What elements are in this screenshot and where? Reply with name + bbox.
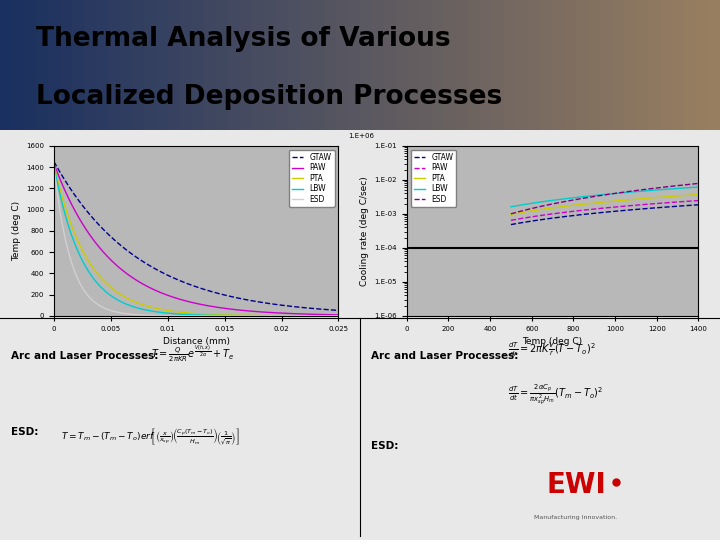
Bar: [576, 0, 588, 130]
Bar: [180, 0, 192, 130]
Text: Localized Deposition Processes: Localized Deposition Processes: [36, 84, 503, 110]
Bar: [564, 0, 576, 130]
Text: $T = T_m - (T_m - T_o)erf\!\left[\left(\frac{x}{x_{sp}}\right)\!\left(\frac{C_p(: $T = T_m - (T_m - T_o)erf\!\left[\left(\…: [61, 427, 240, 447]
Bar: [312, 0, 324, 130]
Bar: [648, 0, 660, 130]
Bar: [264, 0, 276, 130]
Bar: [252, 0, 264, 130]
Y-axis label: Temp (deg C): Temp (deg C): [12, 201, 21, 261]
Bar: [24, 0, 36, 130]
Bar: [0, 0, 12, 130]
Bar: [204, 0, 216, 130]
Text: $T = \frac{\dot{Q}}{2\pi KR}e^{\frac{V(h,x)}{2\alpha}} + T_e$: $T = \frac{\dot{Q}}{2\pi KR}e^{\frac{V(h…: [151, 343, 235, 365]
Bar: [60, 0, 72, 130]
Bar: [444, 0, 456, 130]
Bar: [384, 0, 396, 130]
Text: Arc and Laser Processes:: Arc and Laser Processes:: [11, 351, 158, 361]
Bar: [300, 0, 312, 130]
Text: Thermal Analysis of Various: Thermal Analysis of Various: [36, 26, 451, 52]
Bar: [348, 0, 360, 130]
Bar: [48, 0, 60, 130]
Bar: [660, 0, 672, 130]
Bar: [492, 0, 504, 130]
Bar: [396, 0, 408, 130]
Bar: [552, 0, 564, 130]
Bar: [132, 0, 144, 130]
Legend: GTAW, PAW, PTA, LBW, ESD: GTAW, PAW, PTA, LBW, ESD: [289, 150, 335, 207]
Bar: [624, 0, 636, 130]
Bar: [504, 0, 516, 130]
Text: EWI: EWI: [546, 471, 606, 500]
Bar: [420, 0, 432, 130]
Bar: [672, 0, 684, 130]
Bar: [324, 0, 336, 130]
Bar: [240, 0, 252, 130]
Bar: [456, 0, 468, 130]
Bar: [228, 0, 240, 130]
Bar: [540, 0, 552, 130]
Bar: [684, 0, 696, 130]
Bar: [360, 0, 372, 130]
Bar: [288, 0, 300, 130]
Y-axis label: Cooling rate (deg C/sec): Cooling rate (deg C/sec): [360, 176, 369, 286]
Bar: [156, 0, 168, 130]
Text: $\frac{dT}{dt} = \frac{2\alpha C_p}{\pi x_{sp}^2 H_m}(T_m - T_o)^2$: $\frac{dT}{dt} = \frac{2\alpha C_p}{\pi …: [508, 382, 603, 407]
Text: 1.E+06: 1.E+06: [348, 133, 374, 139]
Text: $\frac{dT}{dr} = 2\pi K\frac{V}{r}(T - T_o)^2$: $\frac{dT}{dr} = 2\pi K\frac{V}{r}(T - T…: [508, 340, 595, 359]
Bar: [480, 0, 492, 130]
Legend: GTAW, PAW, PTA, LBW, ESD: GTAW, PAW, PTA, LBW, ESD: [410, 150, 456, 207]
Bar: [612, 0, 624, 130]
Bar: [84, 0, 96, 130]
Bar: [708, 0, 720, 130]
Bar: [108, 0, 120, 130]
Bar: [72, 0, 84, 130]
Bar: [372, 0, 384, 130]
Bar: [120, 0, 132, 130]
Bar: [336, 0, 348, 130]
Bar: [516, 0, 528, 130]
Text: ESD:: ESD:: [11, 428, 38, 437]
Bar: [168, 0, 180, 130]
Bar: [192, 0, 204, 130]
Bar: [696, 0, 708, 130]
Bar: [96, 0, 108, 130]
Bar: [636, 0, 648, 130]
Bar: [528, 0, 540, 130]
X-axis label: Temp (deg C): Temp (deg C): [523, 337, 582, 346]
Text: Manufacturing Innovation.: Manufacturing Innovation.: [534, 516, 618, 521]
Bar: [144, 0, 156, 130]
Bar: [588, 0, 600, 130]
Bar: [432, 0, 444, 130]
Bar: [36, 0, 48, 130]
Text: Arc and Laser Processes:: Arc and Laser Processes:: [371, 351, 518, 361]
Bar: [408, 0, 420, 130]
Bar: [216, 0, 228, 130]
Bar: [468, 0, 480, 130]
Text: ESD:: ESD:: [371, 441, 398, 451]
Bar: [276, 0, 288, 130]
X-axis label: Distance (mm): Distance (mm): [163, 337, 230, 346]
Bar: [12, 0, 24, 130]
Bar: [600, 0, 612, 130]
